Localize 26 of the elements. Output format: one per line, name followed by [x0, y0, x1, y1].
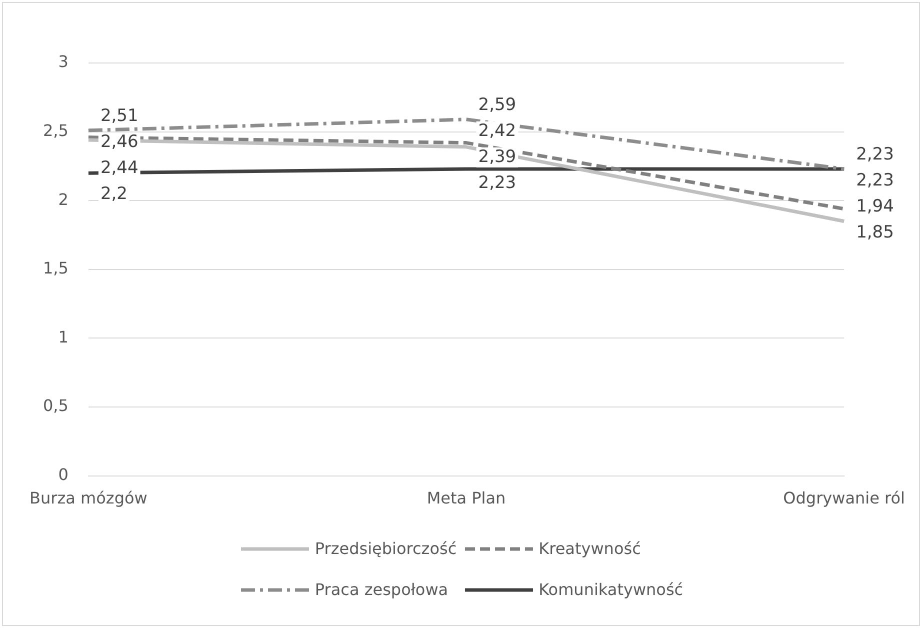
data-label: 2,23: [856, 170, 894, 190]
legend-label: Praca zespołowa: [314, 580, 448, 599]
data-label: 1,85: [856, 222, 894, 242]
x-tick-label: Burza mózgów: [30, 488, 148, 508]
data-label: 2,23: [856, 144, 894, 164]
y-tick-label: 1: [58, 327, 68, 346]
legend-label: Kreatywność: [538, 539, 641, 558]
y-tick-label: 3: [58, 52, 68, 72]
data-label: 2,51: [100, 106, 138, 126]
data-label: 2,23: [478, 172, 516, 193]
data-label: 1,94: [856, 196, 894, 216]
y-tick-label: 2,5: [42, 120, 68, 140]
y-tick-label: 0,5: [42, 396, 68, 416]
x-tick-label: Odgrywanie ról: [783, 488, 906, 508]
legend-label: Przedsiębiorczość: [314, 539, 457, 558]
data-label: 2,42: [478, 120, 516, 141]
y-tick-label: 1,5: [42, 258, 68, 278]
data-label: 2,2: [100, 184, 128, 204]
data-label: 2,59: [478, 94, 516, 115]
y-tick-label: 2: [58, 190, 68, 209]
y-tick-label: 0: [58, 464, 68, 484]
data-label: 2,44: [100, 158, 138, 178]
data-label: 2,46: [100, 132, 138, 152]
data-label: 2,39: [478, 146, 516, 167]
legend-label: Komunikatywność: [538, 580, 684, 599]
x-tick-label: Meta Plan: [426, 488, 506, 508]
